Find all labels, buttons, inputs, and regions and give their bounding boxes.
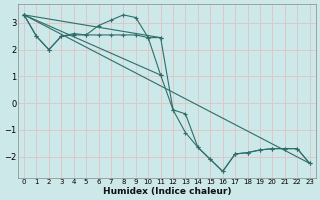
X-axis label: Humidex (Indice chaleur): Humidex (Indice chaleur)	[103, 187, 231, 196]
